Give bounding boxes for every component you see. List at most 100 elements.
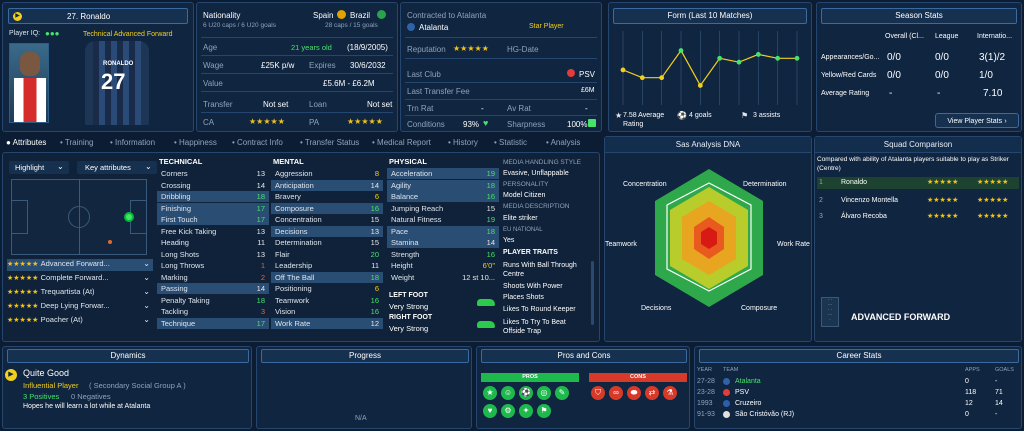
key-attributes-dropdown[interactable]: Key attributes ⌄ — [77, 161, 157, 174]
eu-value: Yes — [503, 237, 515, 244]
conditions-value: 93% — [463, 120, 480, 129]
form-point[interactable] — [775, 55, 781, 61]
form-point[interactable] — [755, 52, 761, 57]
form-point[interactable] — [659, 75, 665, 81]
career-row[interactable]: 23-28 PSV 118 71 — [695, 387, 1023, 398]
career-row[interactable]: 27-28 Atalanta 0 - — [695, 376, 1023, 387]
attribute-label: Penalty Taking — [161, 295, 210, 305]
squad-player-name: Ronaldo — [841, 179, 868, 186]
attribute-label: Marking — [161, 272, 188, 282]
form-point[interactable] — [736, 59, 742, 65]
physical-attribute-row: Natural Fitness 19 — [387, 214, 499, 225]
personality-value: Model Citizen — [503, 192, 546, 199]
pa-stars: ★★★★★ — [347, 117, 383, 126]
player-name-bar: ▶ 27. Ronaldo — [8, 8, 188, 24]
apps-league: 0/0 — [935, 52, 949, 63]
rating-intl: 7.10 — [983, 88, 1003, 99]
form-point[interactable] — [697, 83, 703, 88]
mental-column: MENTAL Aggression 8 Anticipation 14 Bravery 6… — [271, 157, 383, 335]
attribute-label: Crossing — [161, 180, 191, 190]
nationality-label: Nationality — [203, 11, 241, 20]
player-status: Star Player — [529, 23, 564, 30]
tab-history[interactable]: • History — [448, 138, 478, 147]
tab-attributes[interactable]: ● Attributes — [6, 138, 47, 147]
technical-attribute-row: Long Throws 1 — [157, 260, 269, 271]
feet-con-icon: ⬬ — [627, 386, 641, 400]
role-item[interactable]: ★★★★★ Complete Forward... ⌄ — [7, 273, 150, 282]
left-boot-icon — [477, 299, 495, 306]
attribute-value: 8 — [374, 169, 379, 178]
squad-rank: 3 — [819, 213, 823, 220]
squad-row[interactable]: 2 Vincenzo Montella ★★★★★ ★★★★★ — [817, 195, 1019, 207]
attribute-value: 17 — [256, 215, 265, 224]
pa-label: PA — [309, 118, 320, 127]
career-row[interactable]: 91-93 São Cristóvão (RJ) 0 - — [695, 409, 1023, 420]
left-foot-value: Very Strong — [389, 302, 429, 311]
squad-rank: 2 — [819, 197, 823, 204]
form-average: 7.58 Average Rating — [623, 112, 665, 128]
traits-scrollbar[interactable] — [591, 261, 594, 325]
attribute-label: Leadership — [275, 261, 313, 270]
role-item[interactable]: ★★★★★ Deep Lying Forwar... ⌄ — [7, 301, 150, 310]
dynamics-group: ( Secondary Social Group A ) — [89, 381, 186, 390]
country-spain: Spain — [313, 11, 334, 20]
dynamics-influence: Influential Player — [23, 381, 79, 390]
form-point[interactable] — [620, 67, 626, 73]
form-point[interactable] — [794, 55, 800, 61]
view-player-stats-button[interactable]: View Player Stats › — [935, 113, 1019, 128]
last-club-label: Last Club — [407, 70, 441, 79]
brazil-flag-icon — [377, 10, 386, 19]
tab-medical-report[interactable]: • Medical Report — [372, 138, 431, 147]
squad-ca-stars: ★★★★★ — [927, 197, 959, 204]
attribute-value: 3 — [260, 307, 265, 316]
tab-contract-info[interactable]: • Contract Info — [232, 138, 283, 147]
pros-cons-title-bar: Pros and Cons — [481, 349, 687, 363]
technical-attribute-row: Free Kick Taking 13 — [157, 226, 269, 237]
form-point[interactable] — [678, 48, 684, 53]
squad-row[interactable]: 1 Ronaldo ★★★★★ ★★★★★ — [817, 177, 1019, 189]
attribute-value: 16 — [486, 249, 495, 259]
form-point[interactable] — [717, 55, 723, 61]
role-item[interactable]: ★★★★★ Advanced Forward... ⌄ — [7, 259, 153, 271]
mental-attribute-row: Bravery 6 — [271, 191, 383, 202]
attribute-value: 17 — [256, 203, 265, 213]
wage-value: £25K p/w — [261, 61, 295, 70]
tab-analysis[interactable]: • Analysis — [546, 138, 581, 147]
form-title-bar: Form (Last 10 Matches) — [613, 8, 807, 24]
highlight-dropdown[interactable]: Highlight ⌄ — [9, 161, 69, 174]
tab-statistic[interactable]: • Statistic — [494, 138, 528, 147]
tab-training[interactable]: • Training — [60, 138, 94, 147]
shield-con-icon: ⛉ — [591, 386, 605, 400]
hg-label: HG-Date — [507, 45, 539, 54]
physical-attribute-row: Acceleration 19 — [387, 168, 499, 179]
attribute-label: Heading — [161, 238, 189, 247]
view-player-stats-label: View Player Stats — [947, 118, 1003, 125]
tab-happiness[interactable]: • Happiness — [174, 138, 217, 147]
attribute-value: 18 — [256, 192, 265, 201]
squad-row[interactable]: 3 Álvaro Recoba ★★★★★ ★★★★★ — [817, 211, 1019, 223]
attribute-value: 6'0" — [482, 261, 495, 270]
attribute-value: 2 — [260, 272, 265, 282]
formation-icon: ∙ ∙ ∙∙∙ ∙ ∙ ∙∙∙ ∙ — [821, 297, 839, 327]
role-label: Complete Forward... — [40, 273, 109, 282]
personality-heading: PERSONALITY — [503, 181, 549, 188]
last-club-value: PSV — [579, 70, 596, 79]
tab-information[interactable]: • Information — [110, 138, 156, 147]
role-item[interactable]: ★★★★★ Poacher (At) ⌄ — [7, 315, 150, 324]
career-col-apps: APPS — [965, 367, 980, 373]
physical-attribute-row: Stamina 14 — [387, 237, 499, 248]
career-row[interactable]: 1993 Cruzeiro 12 14 — [695, 398, 1023, 409]
role-item[interactable]: ★★★★★ Trequartista (At) ⌄ — [7, 287, 150, 296]
dna-label-decisions: Decisions — [641, 305, 672, 312]
sharpness-value: 100% — [567, 120, 588, 129]
squad-pa-stars: ★★★★★ — [977, 179, 1009, 186]
season-panel: Season Stats Overall (Cl... League Inter… — [816, 2, 1022, 132]
tab-transfer-status[interactable]: • Transfer Status — [300, 138, 360, 147]
attribute-value: 18 — [486, 226, 495, 236]
technical-attribute-row: Passing 14 — [157, 283, 269, 294]
squad-player-name: Vincenzo Montella — [841, 197, 899, 204]
career-col-goals: GOALS — [995, 367, 1014, 373]
tab-bar: ● Attributes • Training • Information • … — [2, 136, 600, 150]
form-point[interactable] — [639, 75, 645, 81]
wage-label: Wage — [203, 61, 224, 70]
